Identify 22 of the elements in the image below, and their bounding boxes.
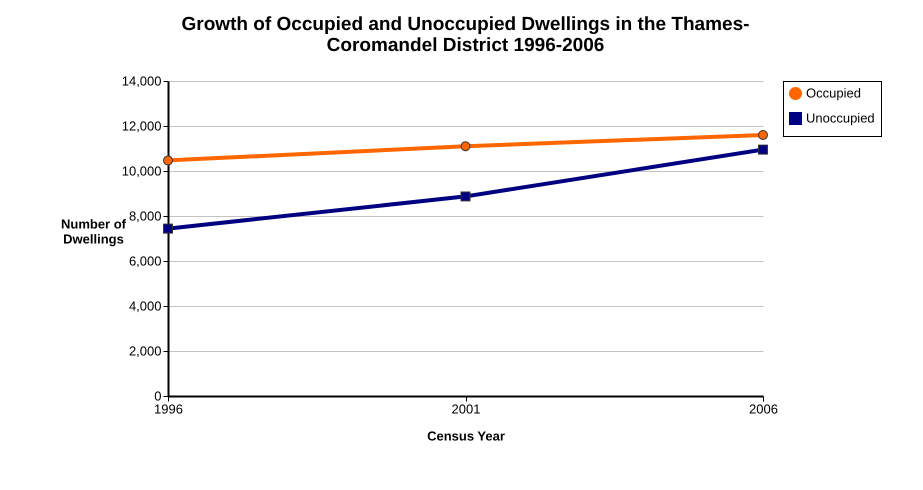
x-tick-label: 2006 bbox=[749, 402, 778, 416]
legend-label: Occupied bbox=[806, 86, 861, 100]
y-axis-title: Number of Dwellings bbox=[61, 216, 127, 246]
x-tick-label: 2001 bbox=[452, 402, 480, 416]
x-axis-title: Census Year bbox=[427, 428, 505, 444]
chart-title: Growth of Occupied and Unoccupied Dwellings in the Thames- Coromandel District 1996-2006 bbox=[182, 14, 750, 56]
y-tick-label: 6,000 bbox=[128, 254, 162, 268]
y-tick-label: 10,000 bbox=[122, 164, 162, 178]
y-tick-label: 0 bbox=[154, 388, 162, 404]
y-tick-label: 8,000 bbox=[128, 208, 162, 224]
point bbox=[460, 191, 470, 202]
y-tick-label: 2,000 bbox=[128, 344, 162, 358]
point bbox=[460, 141, 470, 152]
y-tick-label: 14,000 bbox=[122, 74, 162, 88]
x-tick-label: 1996 bbox=[154, 402, 183, 416]
point bbox=[758, 130, 768, 140]
legend-label: Unoccupied bbox=[806, 110, 875, 126]
y-tick-label: 4,000 bbox=[128, 298, 162, 314]
y-tick-label: 12,000 bbox=[122, 118, 162, 134]
point bbox=[163, 155, 173, 166]
point bbox=[758, 144, 768, 155]
point bbox=[163, 224, 173, 234]
